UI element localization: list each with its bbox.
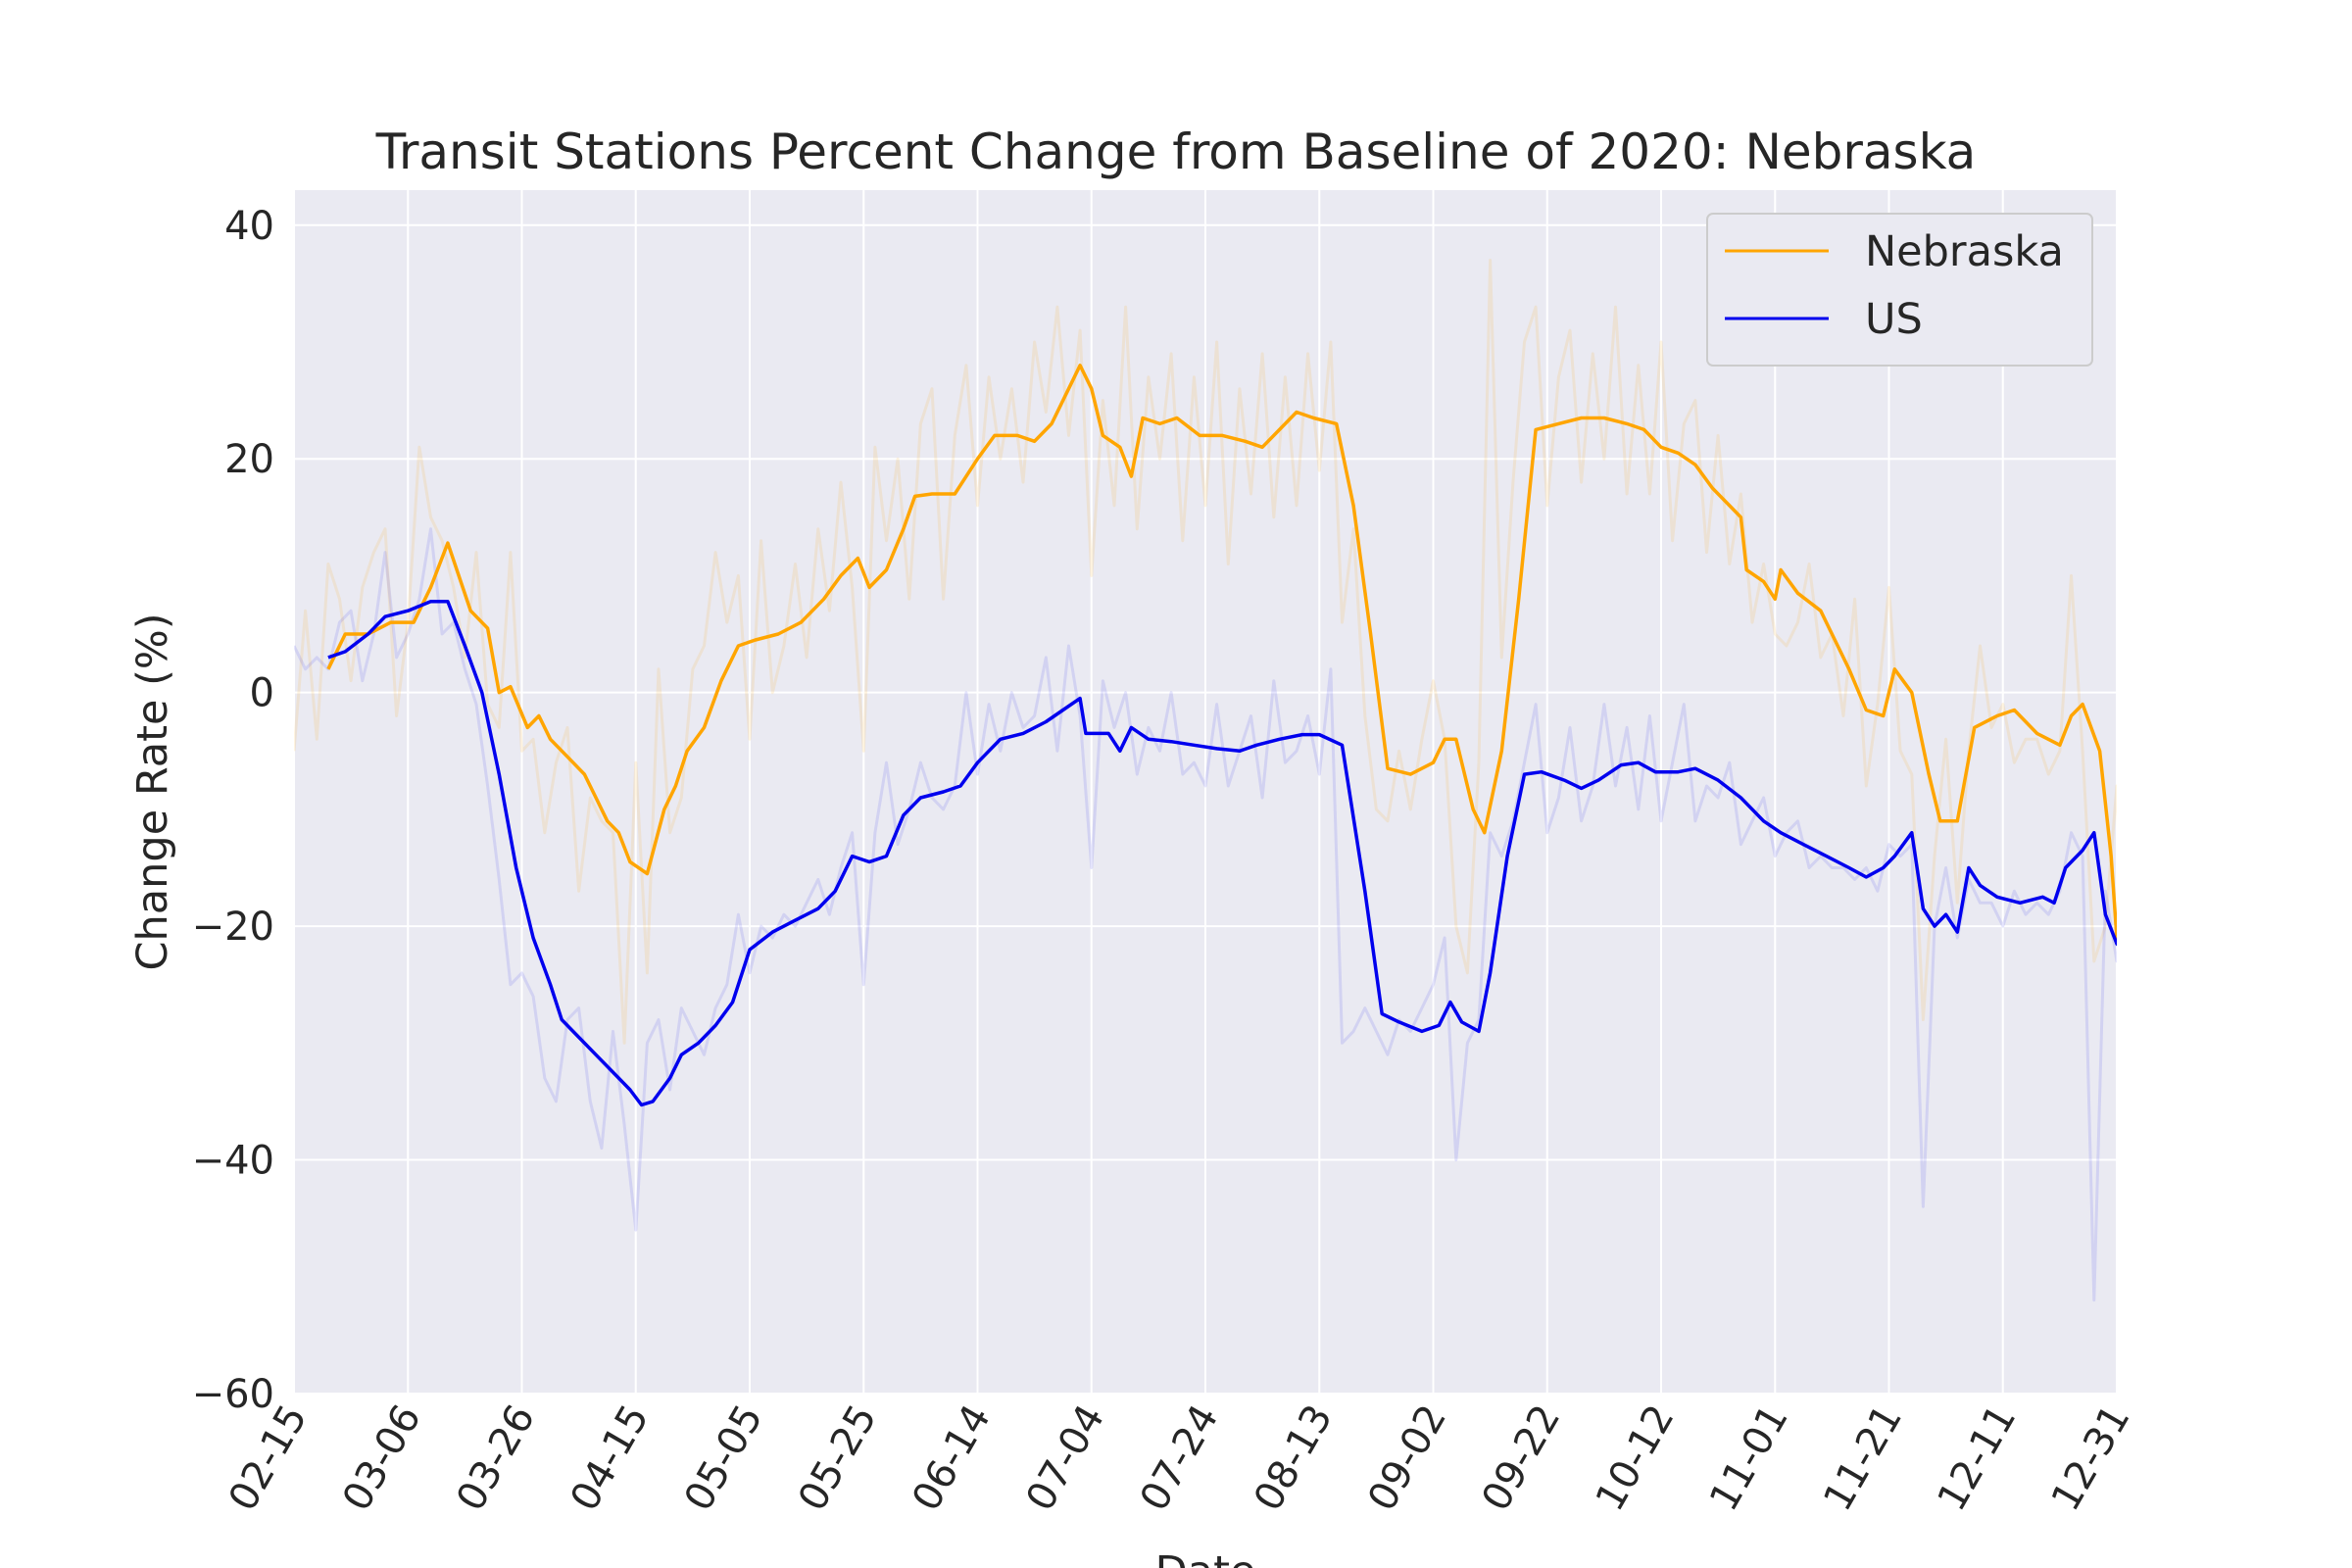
x-tick-label: 09-22: [1473, 1397, 1569, 1519]
legend-label-nebraska: Nebraska: [1865, 227, 2064, 276]
x-tick-label: 06-14: [904, 1397, 1000, 1519]
y-axis-label: Change Rate (%): [128, 613, 177, 971]
x-tick-label: 05-25: [790, 1397, 886, 1519]
series-line-nebraska-daily: [294, 259, 2117, 1045]
series-line-us: [327, 599, 2117, 1107]
x-tick-label: 08-13: [1246, 1397, 1342, 1519]
legend-label-us: US: [1865, 295, 1923, 344]
x-tick-label: 11-01: [1701, 1397, 1797, 1519]
x-axis-label: Date: [1155, 1547, 1256, 1568]
x-tick-label: 07-04: [1017, 1397, 1113, 1519]
y-axis-ticks: −60 −40 −20 0 20 40: [192, 204, 274, 1417]
x-tick-label: 04-15: [562, 1397, 658, 1519]
y-tick-label: 20: [224, 437, 274, 482]
y-tick-label: −20: [192, 905, 274, 950]
x-tick-label: 03-06: [334, 1397, 430, 1519]
series-lines: [294, 259, 2117, 1302]
x-tick-label: 11-21: [1815, 1397, 1911, 1519]
x-tick-label: 10-12: [1588, 1397, 1684, 1519]
legend: Nebraska US: [1706, 213, 2093, 367]
y-tick-label: −60: [192, 1372, 274, 1417]
series-line-us-daily: [294, 527, 2117, 1302]
x-tick-label: 12-31: [2043, 1397, 2139, 1519]
x-tick-label: 09-02: [1359, 1397, 1455, 1519]
y-tick-label: 0: [250, 671, 274, 716]
y-tick-label: 40: [224, 204, 274, 249]
x-axis-ticks: 02-15 03-06 03-26 04-15 05-05 05-25 06-14 07-04…: [220, 1397, 2139, 1519]
x-tick-label: 07-24: [1132, 1397, 1228, 1519]
grid-lines: [293, 190, 2118, 1395]
y-tick-label: −40: [192, 1139, 274, 1184]
chart-title: Transit Stations Percent Change from Bas…: [375, 123, 1977, 180]
series-line-nebraska: [326, 364, 2117, 940]
x-tick-label: 03-26: [448, 1397, 544, 1519]
x-tick-label: 12-11: [1929, 1397, 2025, 1519]
x-tick-label: 05-05: [676, 1397, 772, 1519]
